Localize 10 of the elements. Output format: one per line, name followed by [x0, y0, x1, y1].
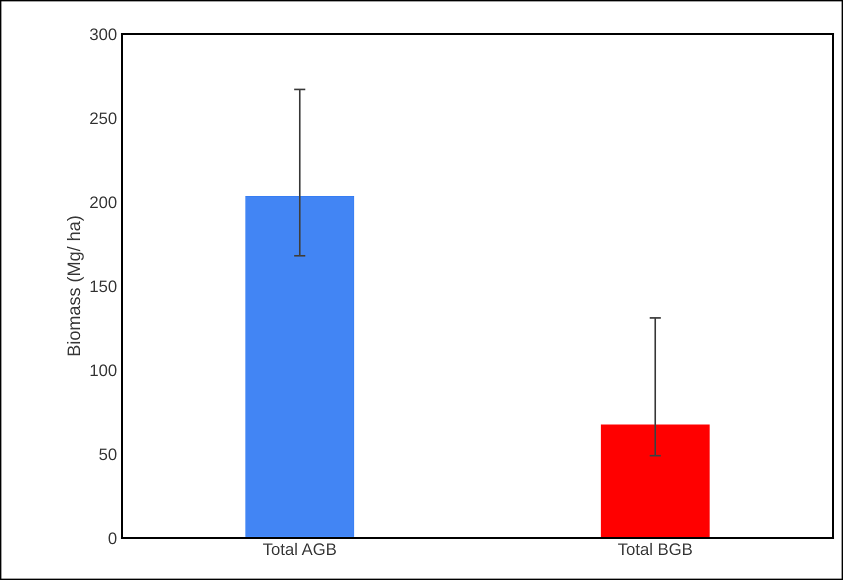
y-tick-label: 200: [90, 196, 116, 208]
y-tick-label: 50: [99, 448, 116, 460]
y-tick-label: 150: [90, 280, 116, 292]
y-tick-label: 250: [90, 112, 116, 124]
y-tick-label: 100: [90, 364, 116, 376]
x-tick-label: Total AGB: [263, 542, 336, 556]
y-tick-label: 300: [90, 28, 116, 40]
y-axis-title: Biomass (Mg/ ha): [66, 216, 84, 356]
x-tick-label: Total BGB: [618, 542, 692, 556]
y-tick-label: 0: [108, 532, 116, 544]
